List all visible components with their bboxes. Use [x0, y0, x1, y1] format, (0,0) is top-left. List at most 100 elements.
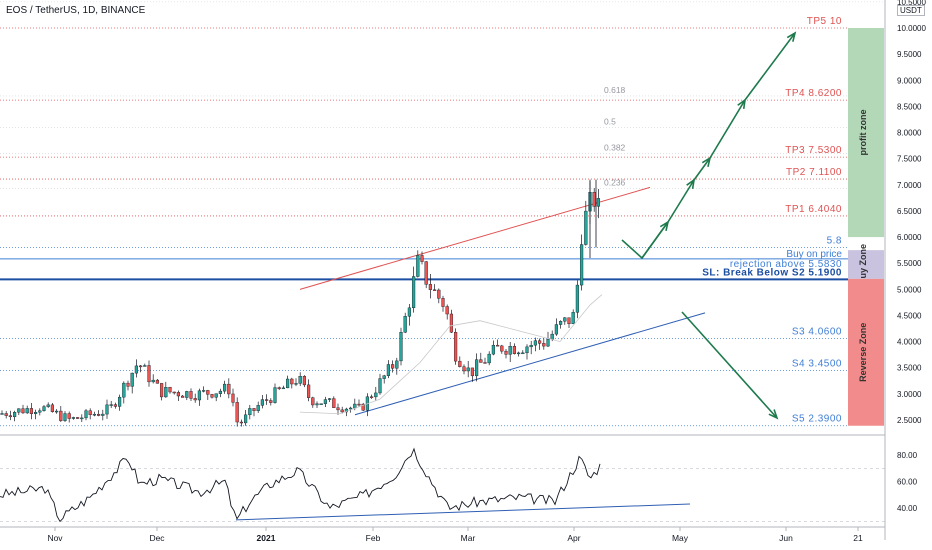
- candle: [508, 346, 512, 355]
- candle: [454, 332, 458, 362]
- candle: [8, 415, 12, 418]
- time-axis-label: 2021: [257, 533, 276, 543]
- candle: [529, 344, 533, 348]
- price-tick-label: 9.5000: [897, 50, 922, 59]
- candle: [445, 306, 449, 315]
- price-tick-label: 2.5000: [897, 416, 922, 425]
- time-axis-label: Mar: [461, 533, 476, 543]
- candle: [538, 340, 542, 344]
- candle: [96, 413, 101, 416]
- price-tick-label: 10.0000: [897, 24, 926, 33]
- projection-arrow: [709, 99, 746, 159]
- time-axis-label: Dec: [149, 533, 165, 543]
- candle: [563, 317, 567, 322]
- candle: [269, 400, 273, 403]
- candle: [256, 405, 260, 411]
- price-tick-label: 10.5000: [897, 0, 926, 7]
- candle: [391, 364, 395, 369]
- candle: [50, 404, 54, 412]
- zone-profit-zone: [848, 28, 884, 238]
- candle: [214, 393, 218, 398]
- candle: [151, 379, 155, 383]
- candle: [92, 413, 96, 416]
- zone-buy-zone: [848, 250, 884, 279]
- candle: [294, 383, 298, 385]
- candle: [319, 403, 323, 405]
- candle: [46, 404, 50, 407]
- level-label: TP3 7.5300: [785, 145, 842, 156]
- candle: [172, 391, 176, 394]
- candle: [29, 408, 33, 414]
- candle: [332, 398, 336, 408]
- candle: [101, 413, 105, 416]
- candle: [302, 376, 306, 386]
- candle: [0, 413, 4, 415]
- candle: [449, 313, 453, 333]
- time-axis-label: Feb: [366, 533, 381, 543]
- chart-title: EOS / TetherUS, 1D, BINANCE: [6, 5, 146, 16]
- candle: [386, 364, 390, 376]
- candle: [143, 365, 147, 367]
- fib-label: 0.618: [604, 85, 626, 95]
- fib-label: 0.5: [604, 116, 616, 126]
- candle: [231, 393, 235, 403]
- candle: [382, 375, 386, 379]
- candle: [441, 298, 445, 307]
- projection-arrow: [641, 221, 669, 259]
- fib-label: 0.382: [604, 142, 626, 152]
- candle: [159, 383, 164, 398]
- level-label: TP2 7.1100: [786, 167, 842, 178]
- price-tick-label: 8.0000: [897, 129, 922, 138]
- price-tick-label: 4.0000: [897, 338, 922, 347]
- candle: [38, 410, 42, 413]
- candle: [235, 402, 239, 423]
- candle: [218, 390, 222, 394]
- candle: [59, 410, 63, 421]
- candle: [483, 362, 487, 364]
- level-label: 5.8: [827, 236, 842, 247]
- candle: [63, 413, 67, 421]
- candle: [559, 321, 563, 325]
- candle: [168, 387, 172, 393]
- candle: [147, 365, 151, 383]
- candle: [155, 379, 159, 384]
- buy-on-price-label: Buy on price: [786, 249, 842, 260]
- price-tick-label: 4.5000: [897, 311, 922, 320]
- projection-arrow: [667, 179, 695, 223]
- level-label: TP4 8.6200: [785, 88, 842, 99]
- candle: [273, 387, 277, 403]
- candle: [34, 411, 38, 414]
- candle: [88, 410, 92, 415]
- currency-unit-badge: USDT: [897, 5, 925, 16]
- candle: [109, 404, 113, 406]
- candle: [357, 403, 361, 406]
- level-label: SL: Break Below S2 5.1900: [702, 267, 842, 278]
- fib-label: 1: [604, 0, 609, 1]
- candle: [412, 276, 416, 309]
- candle: [428, 284, 432, 290]
- arrowhead: [768, 409, 779, 420]
- candle: [80, 417, 84, 420]
- candle: [75, 417, 80, 419]
- projection-arrow: [681, 311, 778, 419]
- candle: [525, 346, 529, 354]
- candle: [550, 333, 554, 340]
- price-tick-label: 6.0000: [897, 233, 922, 242]
- projection-arrow: [744, 32, 796, 101]
- price-tick-label: 6.5000: [897, 207, 922, 216]
- price-tick-label: 5.5000: [897, 259, 922, 268]
- candle: [189, 391, 193, 399]
- candle: [500, 345, 504, 352]
- candle: [424, 261, 428, 285]
- arrowhead: [786, 31, 797, 42]
- candle: [580, 244, 584, 286]
- candle: [25, 408, 29, 414]
- candle: [315, 403, 319, 406]
- candle: [361, 403, 365, 411]
- candle: [407, 307, 411, 317]
- candle: [222, 383, 227, 392]
- candle: [12, 412, 17, 418]
- candle: [487, 353, 491, 364]
- rsi-tick-label: 80.00: [897, 451, 918, 460]
- candle: [307, 384, 311, 398]
